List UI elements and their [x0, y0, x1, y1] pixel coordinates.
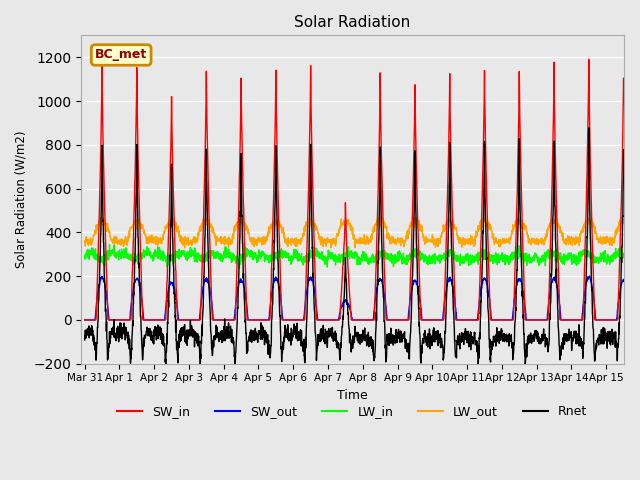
LW_in	[637, 254, 640, 260]
LW_out	[257, 237, 264, 242]
LW_in	[257, 254, 264, 260]
LW_in	[562, 256, 570, 262]
Y-axis label: Solar Radiation (W/m2): Solar Radiation (W/m2)	[15, 131, 28, 268]
Rnet	[396, 339, 404, 345]
LW_out	[629, 237, 637, 242]
Rnet	[530, 331, 538, 336]
LW_out	[397, 239, 404, 245]
SW_in	[561, 317, 569, 323]
SW_out	[530, 317, 538, 323]
LW_out	[637, 233, 640, 239]
Rnet	[81, 337, 88, 343]
SW_out	[629, 317, 637, 323]
Rnet	[561, 331, 569, 337]
LW_out	[562, 238, 570, 244]
SW_in	[396, 317, 404, 323]
LW_out	[81, 239, 88, 245]
LW_in	[106, 242, 113, 248]
Legend: SW_in, SW_out, LW_in, LW_out, Rnet: SW_in, SW_out, LW_in, LW_out, Rnet	[113, 400, 593, 423]
SW_in	[81, 317, 88, 323]
SW_in	[257, 317, 264, 323]
LW_in	[136, 255, 144, 261]
Text: BC_met: BC_met	[95, 48, 147, 61]
Rnet	[136, 304, 144, 310]
Rnet	[257, 331, 264, 337]
X-axis label: Time: Time	[337, 389, 368, 402]
SW_out	[136, 286, 144, 292]
Rnet	[629, 330, 637, 336]
SW_in	[136, 238, 144, 244]
Line: Rnet: Rnet	[84, 128, 640, 366]
Line: SW_out: SW_out	[84, 276, 640, 320]
Rnet	[585, 125, 593, 131]
LW_in	[236, 265, 243, 271]
SW_out	[396, 317, 404, 323]
LW_in	[531, 253, 538, 259]
SW_out	[257, 317, 264, 323]
LW_out	[180, 245, 188, 251]
LW_out	[136, 221, 144, 227]
SW_out	[586, 273, 593, 279]
Line: SW_in: SW_in	[84, 60, 640, 320]
LW_in	[629, 250, 637, 256]
SW_in	[637, 317, 640, 323]
LW_in	[81, 256, 88, 262]
Line: LW_out: LW_out	[84, 217, 640, 248]
SW_in	[530, 317, 538, 323]
LW_in	[397, 255, 404, 261]
SW_out	[81, 317, 88, 323]
SW_out	[637, 317, 640, 323]
Rnet	[637, 336, 640, 342]
LW_out	[96, 214, 104, 220]
Line: LW_in: LW_in	[84, 245, 640, 268]
LW_out	[531, 237, 538, 243]
Title: Solar Radiation: Solar Radiation	[294, 15, 410, 30]
Rnet	[625, 363, 633, 369]
SW_out	[561, 317, 569, 323]
SW_in	[629, 317, 637, 323]
SW_in	[585, 57, 593, 62]
